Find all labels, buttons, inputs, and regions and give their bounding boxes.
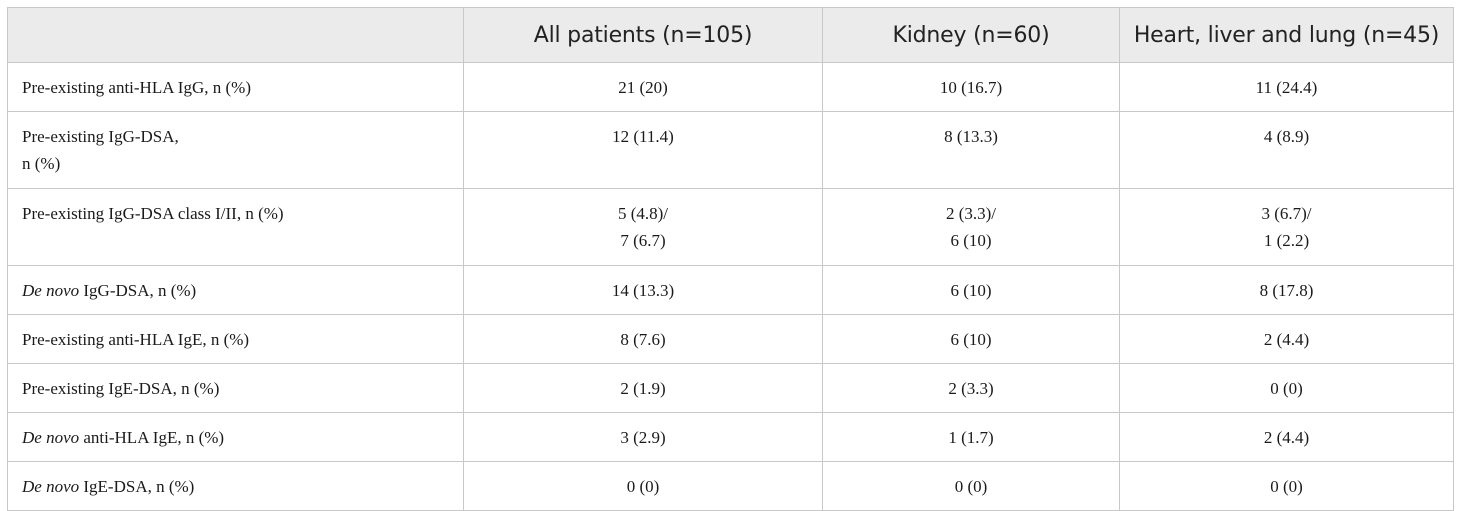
cell-heart-liver-lung: 4 (8.9) [1119,111,1454,189]
cell-heart-liver-lung: 0 (0) [1119,363,1454,413]
cell-kidney: 6 (10) [822,314,1120,364]
header-cell-all-patients: All patients (n=105) [463,7,823,63]
cell-kidney: 2 (3.3)/ 6 (10) [822,188,1120,266]
cell-value: 6 (10) [950,231,992,250]
row-label-text: n (%) [22,154,61,173]
cell-value: 7 (6.7) [620,231,666,250]
cell-value: 8 (17.8) [1259,281,1314,300]
row-label-text: Pre-existing IgG-DSA class I/II, n (%) [22,204,284,223]
cell-all-patients: 12 (11.4) [463,111,823,189]
header-row: All patients (n=105) Kidney (n=60) Heart… [7,7,1454,63]
row-label: Pre-existing anti-HLA IgG, n (%) [7,62,464,112]
cell-value: 8 (7.6) [620,330,666,349]
cell-value: 2 (4.4) [1263,330,1310,349]
cell-heart-liver-lung: 0 (0) [1119,461,1454,511]
cell-kidney: 0 (0) [822,461,1120,511]
table-row: Pre-existing anti-HLA IgG, n (%) 21 (20)… [7,62,1454,112]
table-header: All patients (n=105) Kidney (n=60) Heart… [7,7,1454,63]
results-table: All patients (n=105) Kidney (n=60) Heart… [7,7,1454,511]
table-row: De novo anti-HLA IgE, n (%) 3 (2.9) 1 (1… [7,412,1454,462]
row-label: De novo IgG-DSA, n (%) [7,265,464,315]
row-label-italic: De novo [22,477,80,496]
cell-kidney: 8 (13.3) [822,111,1120,189]
cell-value: 2 (3.3)/ [945,204,997,223]
cell-value: 21 (20) [618,78,668,97]
cell-value: 2 (3.3) [948,379,994,398]
cell-value: 2 (1.9) [620,379,666,398]
cell-all-patients: 8 (7.6) [463,314,823,364]
table-row: Pre-existing IgG-DSA class I/II, n (%) 5… [7,188,1454,266]
cell-value: 3 (2.9) [620,428,666,447]
cell-all-patients: 21 (20) [463,62,823,112]
row-label: De novo IgE-DSA, n (%) [7,461,464,511]
row-label-text: anti-HLA IgE, n (%) [79,428,225,447]
row-label: Pre-existing IgG-DSA class I/II, n (%) [7,188,464,266]
cell-kidney: 1 (1.7) [822,412,1120,462]
cell-value: 10 (16.7) [939,78,1003,97]
cell-value: 2 (4.4) [1263,428,1310,447]
row-label-italic: De novo [22,428,80,447]
cell-value: 3 (6.7)/ [1261,204,1312,223]
table-row: De novo IgG-DSA, n (%) 14 (13.3) 6 (10) … [7,265,1454,315]
cell-kidney: 2 (3.3) [822,363,1120,413]
cell-heart-liver-lung: 2 (4.4) [1119,314,1454,364]
table-row: Pre-existing anti-HLA IgE, n (%) 8 (7.6)… [7,314,1454,364]
cell-value: 8 (13.3) [944,127,998,146]
row-label-text: Pre-existing IgG-DSA, [22,127,179,146]
cell-all-patients: 0 (0) [463,461,823,511]
table-row: Pre-existing IgE-DSA, n (%) 2 (1.9) 2 (3… [7,363,1454,413]
table-body: Pre-existing anti-HLA IgG, n (%) 21 (20)… [7,62,1454,511]
cell-value: 0 (0) [1270,477,1303,496]
cell-value: 14 (13.3) [611,281,675,300]
row-label: Pre-existing IgG-DSA, n (%) [7,111,464,189]
row-label: Pre-existing IgE-DSA, n (%) [7,363,464,413]
cell-value: 5 (4.8)/ [617,204,669,223]
cell-value: 1 (2.2) [1263,231,1310,250]
cell-all-patients: 14 (13.3) [463,265,823,315]
cell-kidney: 6 (10) [822,265,1120,315]
header-cell-heart-liver-lung: Heart, liver and lung (n=45) [1119,7,1454,63]
cell-value: 0 (0) [954,477,988,496]
cell-heart-liver-lung: 2 (4.4) [1119,412,1454,462]
row-label-text: Pre-existing anti-HLA IgG, n (%) [22,78,251,97]
row-label-text: Pre-existing IgE-DSA, n (%) [22,379,220,398]
cell-all-patients: 3 (2.9) [463,412,823,462]
cell-value: 4 (8.9) [1263,127,1310,146]
cell-heart-liver-lung: 3 (6.7)/ 1 (2.2) [1119,188,1454,266]
table-row: Pre-existing IgG-DSA, n (%) 12 (11.4) 8 … [7,111,1454,189]
cell-all-patients: 5 (4.8)/ 7 (6.7) [463,188,823,266]
row-label-italic: De novo [22,281,80,300]
cell-value: 11 (24.4) [1255,78,1318,97]
cell-value: 6 (10) [950,330,992,349]
cell-value: 0 (0) [1270,379,1303,398]
header-cell-kidney: Kidney (n=60) [822,7,1120,63]
header-cell-empty [7,7,464,63]
cell-value: 6 (10) [950,281,992,300]
cell-value: 0 (0) [626,477,660,496]
cell-kidney: 10 (16.7) [822,62,1120,112]
row-label-text: IgG-DSA, n (%) [79,281,197,300]
row-label: De novo anti-HLA IgE, n (%) [7,412,464,462]
cell-value: 12 (11.4) [612,127,674,146]
cell-all-patients: 2 (1.9) [463,363,823,413]
row-label: Pre-existing anti-HLA IgE, n (%) [7,314,464,364]
table-row: De novo IgE-DSA, n (%) 0 (0) 0 (0) 0 (0) [7,461,1454,511]
cell-value: 1 (1.7) [948,428,994,447]
row-label-text: Pre-existing anti-HLA IgE, n (%) [22,330,250,349]
cell-heart-liver-lung: 8 (17.8) [1119,265,1454,315]
row-label-text: IgE-DSA, n (%) [79,477,195,496]
cell-heart-liver-lung: 11 (24.4) [1119,62,1454,112]
